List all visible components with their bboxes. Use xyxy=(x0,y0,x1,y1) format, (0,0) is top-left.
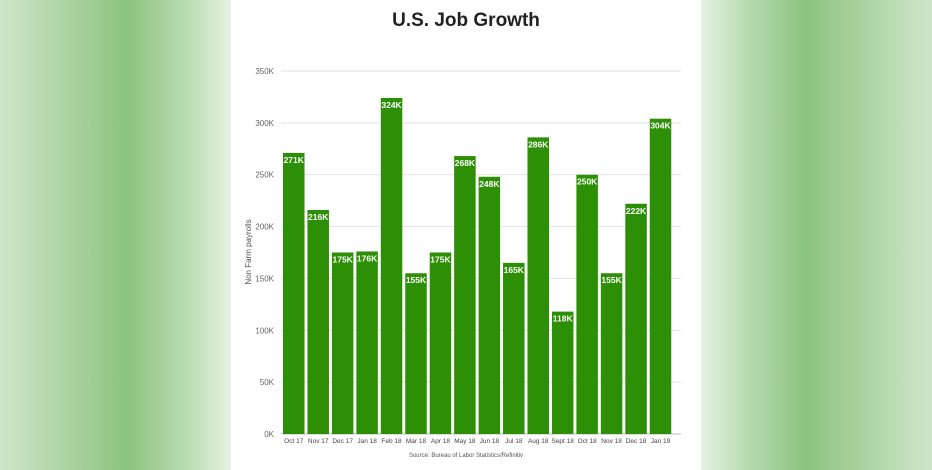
bar xyxy=(649,118,672,435)
source-note: Source: Bureau of Labor Statistics/Refin… xyxy=(408,453,524,459)
left-background xyxy=(0,0,231,470)
x-tick-label: Jul 18 xyxy=(505,438,523,445)
bar-chart: 0K 50K 100K 150K 200K 250K 300K 350K 271K Oct 17… xyxy=(244,67,681,445)
data-label: 268K xyxy=(455,158,476,168)
data-label: 304K xyxy=(650,121,671,131)
y-tick-label: 50K xyxy=(260,378,275,387)
bar xyxy=(503,262,525,434)
data-label: 155K xyxy=(601,275,622,285)
bar xyxy=(307,209,329,434)
right-background xyxy=(701,0,932,470)
bar xyxy=(405,273,427,434)
y-tick-label: 0K xyxy=(264,430,274,439)
y-tick-label: 150K xyxy=(255,274,274,283)
bar xyxy=(331,252,354,434)
x-tick-label: Oct 18 xyxy=(578,438,598,445)
chart-panel: U.S. Job Growth 0K 50K 100K 150K 200K 250K 300… xyxy=(231,0,701,470)
bar xyxy=(380,97,403,435)
y-tick-label: 350K xyxy=(255,67,274,76)
chart-title: U.S. Job Growth xyxy=(392,10,540,31)
bar xyxy=(625,203,647,434)
data-label: 222K xyxy=(626,206,647,216)
bar xyxy=(551,311,574,434)
bar xyxy=(478,176,501,434)
y-tick-label: 250K xyxy=(255,171,274,180)
data-label: 250K xyxy=(577,177,598,187)
x-tick-label: Oct 17 xyxy=(284,438,304,445)
y-tick-label: 100K xyxy=(255,326,274,335)
x-tick-label: Jan 19 xyxy=(651,438,671,445)
bar xyxy=(576,174,598,434)
x-tick-label: Nov 18 xyxy=(601,438,622,445)
y-tick-label: 200K xyxy=(255,223,274,232)
bar xyxy=(527,137,549,434)
data-label: 271K xyxy=(284,155,305,165)
bar xyxy=(429,252,452,434)
bar xyxy=(454,156,476,434)
x-tick-label: May 18 xyxy=(454,438,476,445)
x-tick-label: Dec 18 xyxy=(626,438,647,445)
data-label: 216K xyxy=(308,212,329,222)
data-label: 324K xyxy=(381,100,402,110)
x-tick-label: Apr 18 xyxy=(431,438,451,445)
data-label: 286K xyxy=(528,139,549,149)
y-tick-label: 300K xyxy=(255,119,274,128)
bar xyxy=(600,273,623,434)
bar xyxy=(283,152,305,435)
x-tick-label: Aug 18 xyxy=(528,438,549,445)
data-label: 155K xyxy=(406,275,427,285)
data-label: 165K xyxy=(504,265,525,275)
x-tick-label: Sept 18 xyxy=(551,438,574,445)
data-label: 175K xyxy=(430,255,451,265)
x-tick-label: Dec 17 xyxy=(332,438,353,445)
x-tick-label: Jan 18 xyxy=(357,438,377,445)
data-label: 175K xyxy=(332,255,353,265)
data-label: 118K xyxy=(553,314,574,324)
data-label: 176K xyxy=(357,253,378,263)
y-axis-label: Non Farm payrolls xyxy=(244,219,253,284)
x-tick-label: Feb 18 xyxy=(381,438,402,445)
x-tick-label: Jun 18 xyxy=(480,438,500,445)
x-tick-label: Nov 17 xyxy=(308,438,329,445)
x-tick-label: Mar 18 xyxy=(406,438,427,445)
data-label: 248K xyxy=(479,179,500,189)
bar xyxy=(356,251,378,434)
